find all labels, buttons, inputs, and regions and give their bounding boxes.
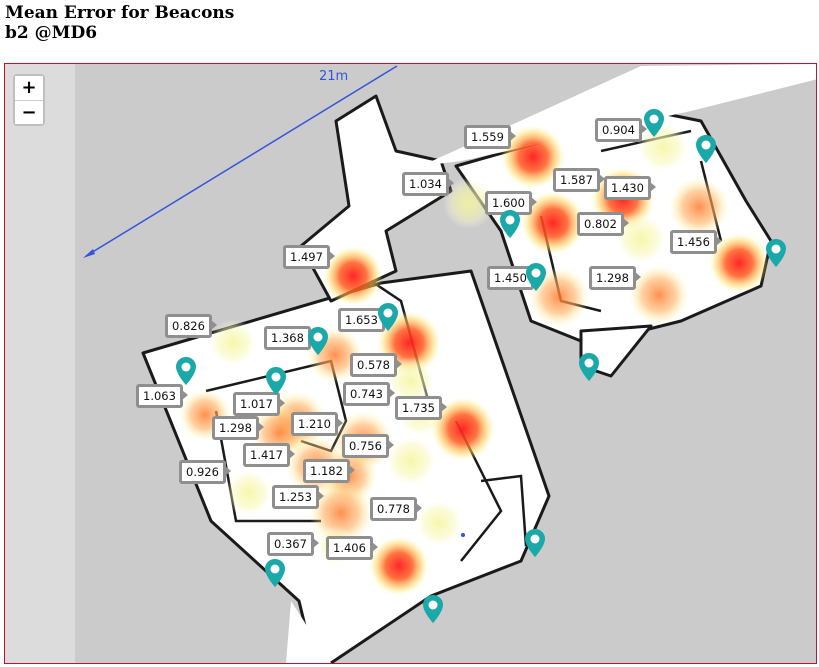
map-pin-icon[interactable]: [525, 262, 547, 292]
map-pin-icon[interactable]: [377, 302, 399, 332]
map-pin-icon[interactable]: [695, 134, 717, 164]
error-label: 0.926: [179, 460, 231, 484]
map-pin-icon[interactable]: [422, 594, 444, 624]
map-pin-icon[interactable]: [175, 356, 197, 386]
scale-label: 21m: [319, 69, 348, 84]
map-pin-icon[interactable]: [643, 108, 665, 138]
error-label: 1.497: [283, 245, 335, 269]
error-label: 0.367: [267, 532, 319, 556]
map-pin-icon[interactable]: [765, 238, 787, 268]
error-label: 1.735: [395, 396, 447, 420]
error-label: 0.904: [595, 118, 647, 142]
error-label: 0.826: [165, 314, 217, 338]
page-subtitle: b2 @MD6: [5, 23, 98, 43]
error-label: 1.406: [326, 536, 378, 560]
error-label: 1.298: [589, 266, 641, 290]
error-label: 0.756: [342, 434, 394, 458]
error-label: 0.743: [343, 382, 395, 406]
error-label: 1.587: [553, 168, 605, 192]
error-label: 1.182: [303, 459, 355, 483]
error-label: 1.417: [243, 443, 295, 467]
zoom-control: + −: [13, 74, 45, 126]
scale-bar: 21m: [83, 65, 398, 258]
map-pin-icon[interactable]: [499, 209, 521, 239]
zoom-in-button[interactable]: +: [15, 76, 43, 100]
error-label: 1.253: [272, 485, 324, 509]
map-container[interactable]: 21m + − 1.559 0.904 1.034 1.587 1.430 1.…: [4, 63, 817, 664]
zoom-out-button[interactable]: −: [15, 100, 43, 124]
error-label: 1.298: [212, 416, 264, 440]
error-label: 1.559: [464, 125, 516, 149]
error-label: 0.802: [577, 212, 629, 236]
map-pin-icon[interactable]: [265, 366, 287, 396]
error-label: 0.578: [350, 353, 402, 377]
error-label: 1.063: [136, 384, 188, 408]
error-label: 1.456: [670, 230, 722, 254]
error-label: 1.210: [291, 412, 343, 436]
page-title: Mean Error for Beacons: [5, 3, 235, 23]
error-label: 1.017: [233, 392, 285, 416]
error-label: 0.778: [370, 497, 422, 521]
map-left-strip: [5, 64, 75, 663]
map-pin-icon[interactable]: [264, 558, 286, 588]
heatmap-layer: [179, 121, 769, 596]
map-pin-icon[interactable]: [524, 528, 546, 558]
error-label: 1.430: [604, 176, 656, 200]
map-pin-icon[interactable]: [578, 352, 600, 382]
error-label: 1.368: [264, 326, 316, 350]
map-pin-icon[interactable]: [307, 326, 329, 356]
error-label: 1.034: [402, 172, 454, 196]
error-label: 1.450: [487, 266, 539, 290]
